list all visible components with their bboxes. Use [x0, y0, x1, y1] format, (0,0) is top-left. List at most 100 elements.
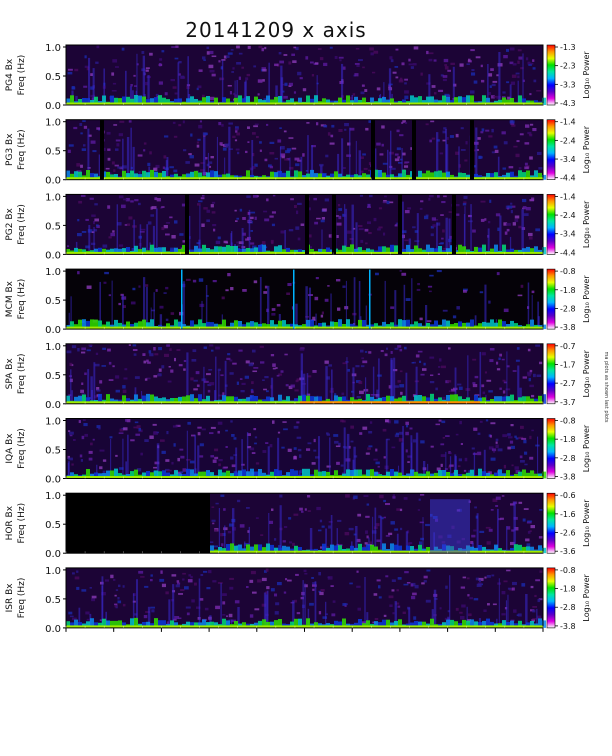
- power-streak: [464, 206, 466, 255]
- colorbar-tick-label: -3.8: [560, 622, 576, 631]
- noise-speckle: [382, 162, 388, 165]
- noise-speckle: [174, 220, 178, 224]
- noise-speckle: [341, 392, 345, 396]
- noise-speckle: [134, 199, 139, 202]
- power-streak: [268, 513, 270, 554]
- noise-speckle: [107, 157, 111, 161]
- noise-speckle: [289, 541, 292, 544]
- power-streak: [68, 312, 70, 330]
- noise-speckle: [360, 156, 364, 159]
- noise-speckle: [295, 163, 300, 167]
- noise-speckle: [211, 349, 214, 352]
- power-streak: [99, 281, 101, 330]
- low-frequency-band: [470, 319, 474, 330]
- noise-speckle: [511, 205, 516, 208]
- noise-speckle: [530, 62, 534, 65]
- noise-speckle: [362, 66, 365, 69]
- low-frequency-band: [82, 249, 86, 255]
- noise-speckle: [380, 350, 384, 352]
- noise-speckle: [159, 58, 163, 61]
- noise-speckle: [431, 137, 436, 140]
- low-frequency-band: [86, 397, 90, 404]
- low-frequency-band: [402, 320, 406, 330]
- colorbar-tick-label: -1.8: [560, 585, 576, 594]
- power-streak: [218, 508, 221, 554]
- noise-speckle: [158, 81, 163, 85]
- noise-speckle: [213, 545, 219, 548]
- noise-speckle: [81, 589, 87, 592]
- noise-speckle: [180, 76, 186, 79]
- low-frequency-band: [334, 171, 338, 180]
- low-frequency-band: [226, 620, 230, 628]
- noise-speckle: [394, 66, 399, 68]
- noise-speckle: [126, 223, 131, 226]
- low-frequency-band: [542, 247, 546, 255]
- low-frequency-band: [230, 396, 234, 404]
- noise-speckle: [392, 494, 395, 497]
- noise-speckle: [297, 237, 301, 241]
- noise-speckle: [80, 164, 83, 168]
- noise-speckle: [212, 522, 215, 525]
- low-frequency-band: [442, 95, 446, 105]
- noise-speckle: [173, 618, 177, 621]
- low-frequency-band: [254, 622, 258, 628]
- noise-speckle: [270, 588, 275, 592]
- power-streak: [506, 351, 508, 404]
- low-frequency-band: [430, 618, 434, 628]
- noise-speckle: [299, 454, 302, 458]
- noise-speckle: [93, 395, 99, 399]
- noise-speckle: [412, 439, 417, 443]
- noise-speckle: [253, 65, 257, 68]
- low-frequency-band: [406, 319, 410, 330]
- low-frequency-band: [206, 172, 210, 180]
- noise-speckle: [115, 148, 119, 151]
- noise-speckle: [307, 495, 311, 498]
- noise-speckle: [485, 419, 489, 422]
- noise-speckle: [74, 68, 79, 72]
- noise-speckle: [403, 497, 408, 500]
- power-streak: [487, 64, 489, 105]
- noise-speckle: [198, 69, 203, 72]
- noise-speckle: [112, 230, 115, 233]
- noise-speckle: [210, 426, 216, 429]
- noise-speckle: [176, 580, 180, 583]
- noise-speckle: [84, 372, 87, 376]
- noise-speckle: [335, 445, 341, 448]
- low-frequency-band: [538, 618, 542, 628]
- noise-speckle: [122, 165, 127, 169]
- noise-speckle: [491, 448, 497, 452]
- noise-speckle: [203, 570, 208, 573]
- low-frequency-band: [242, 469, 246, 479]
- noise-speckle: [300, 596, 304, 600]
- low-frequency-band: [214, 622, 218, 628]
- noise-speckle: [286, 148, 292, 152]
- low-frequency-band: [222, 618, 226, 628]
- low-frequency-band: [482, 321, 486, 330]
- noise-speckle: [490, 457, 496, 461]
- noise-speckle: [448, 390, 452, 392]
- low-frequency-band: [434, 171, 438, 180]
- noise-speckle: [539, 570, 544, 573]
- noise-speckle: [397, 345, 402, 348]
- noise-speckle: [441, 365, 446, 369]
- noise-speckle: [430, 120, 435, 123]
- power-streak: [509, 84, 512, 105]
- noise-speckle: [478, 577, 484, 581]
- power-streak: [302, 373, 306, 404]
- noise-speckle: [475, 577, 480, 581]
- power-streak: [67, 462, 69, 479]
- power-streak: [300, 156, 303, 180]
- noise-speckle: [384, 353, 388, 357]
- low-frequency-band: [378, 170, 382, 180]
- noise-speckle: [67, 149, 71, 153]
- low-frequency-band: [162, 171, 166, 180]
- data-gap: [452, 194, 456, 255]
- noise-speckle: [143, 360, 147, 364]
- low-frequency-band: [198, 471, 202, 479]
- noise-speckle: [408, 63, 413, 66]
- noise-speckle: [452, 315, 457, 319]
- noise-speckle: [516, 140, 520, 143]
- low-frequency-band: [174, 173, 178, 180]
- noise-speckle: [248, 362, 254, 367]
